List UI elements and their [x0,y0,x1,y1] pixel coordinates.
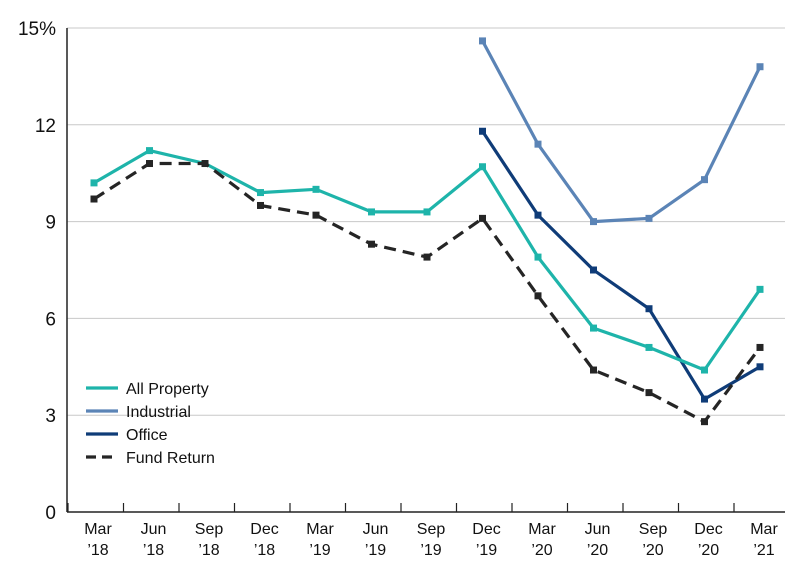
data-point [479,37,486,45]
legend-label: All Property [126,381,209,398]
data-point [534,292,542,300]
legend-label: Fund Return [126,450,215,467]
x-tick-label-year: ’20 [531,542,552,559]
series-lines [90,37,764,426]
x-tick-label-year: ’19 [365,542,386,559]
data-point [701,366,708,374]
x-tick-label-month: Jun [141,521,167,538]
legend-label: Office [126,427,168,444]
data-point [479,214,486,222]
data-point [423,208,431,216]
data-point [312,211,320,219]
x-tick-label-year: ’18 [254,542,275,559]
series-line-office [481,130,761,401]
x-tick-label-year: ’18 [198,542,219,559]
legend: All Property Industrial Office Fund Return [86,381,215,467]
data-point [701,176,708,184]
y-axis: 0 3 6 9 12 15% [18,19,56,524]
x-tick-label-month: Sep [639,521,668,538]
y-tick-label: 15% [18,19,56,40]
x-tick-label-year: ’19 [476,542,497,559]
data-point [756,363,764,371]
x-tick-label-year: ’18 [143,542,164,559]
data-point [645,214,653,222]
x-tick-label-month: Dec [250,521,278,538]
data-point [534,211,542,219]
y-tick-label: 3 [45,406,56,427]
data-point [534,140,542,148]
data-point [479,163,486,171]
series-line-industrial [481,40,762,224]
data-point [90,179,98,187]
data-point [756,285,764,293]
data-point [312,185,320,193]
x-tick-label-month: Dec [694,521,722,538]
data-point [368,240,375,248]
data-point [368,208,375,216]
y-tick-label: 6 [45,309,56,330]
data-point [423,253,431,261]
data-point [257,201,264,209]
x-tick-label-month: Mar [306,521,334,538]
x-tick-label-month: Sep [417,521,446,538]
data-point [146,147,153,155]
data-point [590,266,597,274]
y-tick-label: 0 [45,503,56,524]
data-point [756,63,764,71]
y-tick-label: 9 [45,213,56,234]
data-point [756,343,764,351]
data-point [590,366,597,374]
y-tick-label: 12 [35,116,56,137]
x-tick-label-year: ’21 [753,542,774,559]
data-point [201,160,209,168]
data-point [90,195,98,203]
x-tick-label-year: ’20 [698,542,719,559]
x-tick-label-year: ’19 [309,542,330,559]
gridlines [67,27,785,416]
x-tick-label-month: Sep [195,521,224,538]
x-tick-label-month: Mar [750,521,778,538]
data-point [590,218,597,226]
x-tick-label-year: ’20 [587,542,608,559]
data-point [701,418,708,426]
data-point [645,389,653,397]
data-point [590,324,597,332]
data-point [146,160,153,168]
x-tick-label-month: Dec [472,521,500,538]
data-point [257,189,264,197]
x-tick-label-month: Jun [585,521,611,538]
data-point [479,127,486,135]
x-tick-label-month: Mar [84,521,112,538]
legend-label: Industrial [126,404,191,421]
x-tick-label-year: ’19 [420,542,441,559]
data-point [534,253,542,261]
data-point [701,395,708,403]
data-point [645,305,653,313]
data-point [645,343,653,351]
x-tick-label-month: Mar [528,521,556,538]
x-tick-label-year: ’20 [642,542,663,559]
x-tick-label-month: Jun [363,521,389,538]
x-axis: Mar ’18 Jun ’18 Sep ’18 Dec ’18 Mar ’19 Jun ’19 Sep ’… [66,28,785,559]
x-tick-label-year: ’18 [87,542,108,559]
